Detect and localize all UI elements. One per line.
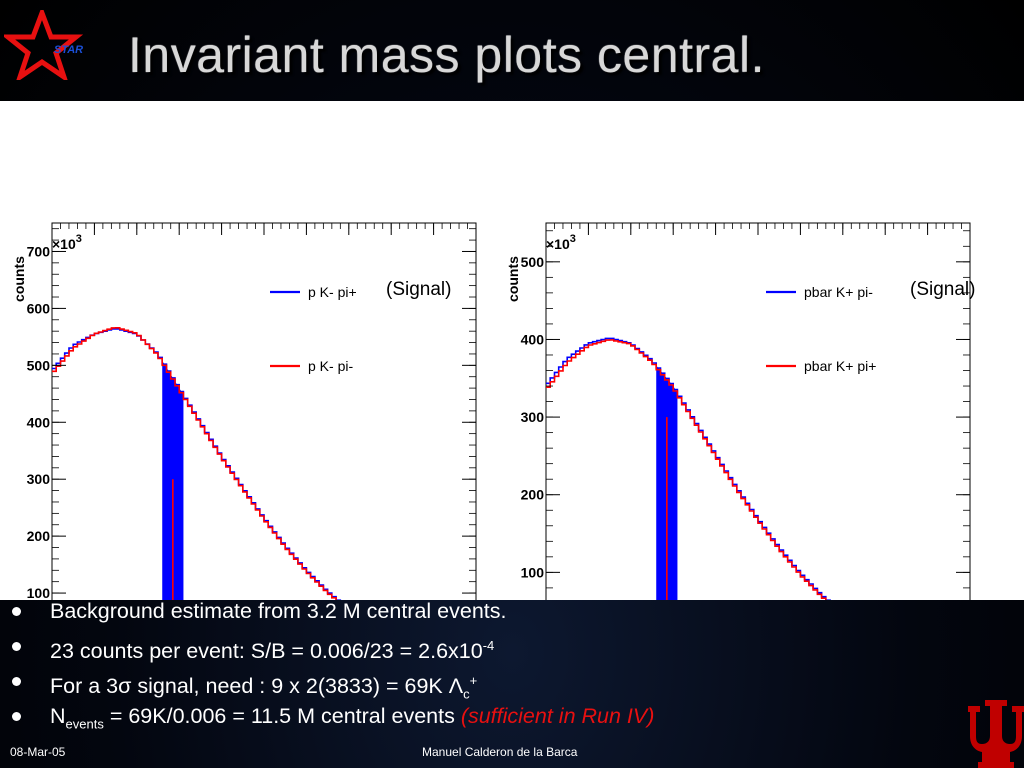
bullet-item: 23 counts per event: S/B = 0.006/23 = 2.… <box>12 631 1012 666</box>
legend-label: p K- pi- <box>308 358 353 374</box>
legend-label: pbar K+ pi+ <box>804 358 876 374</box>
bullet-text: Background estimate from 3.2 M central e… <box>50 596 507 626</box>
bullet-dot-icon <box>12 607 21 616</box>
series-line-blue <box>52 328 342 600</box>
y-tick-label: 300 <box>27 471 51 487</box>
bullet-text-part: For a 3 <box>50 674 119 699</box>
signal-annotation: (Signal) <box>910 279 975 300</box>
bullet-item: For a 3σ signal, need : 9 x 2(3833) = 69… <box>12 666 1012 701</box>
y-multiplier-exponent: 3 <box>76 233 82 245</box>
y-tick-label: 500 <box>521 254 545 270</box>
slide-title: Invariant mass plots central. <box>128 27 765 83</box>
footer-date: 08-Mar-05 <box>10 745 66 759</box>
bullet-text: Nevents = 69K/0.006 = 11.5 M central eve… <box>50 701 654 739</box>
bullet-text-part: events <box>65 716 104 732</box>
y-tick-label: 200 <box>521 487 545 503</box>
y-tick-label: 400 <box>27 414 51 430</box>
y-multiplier-base: ×10 <box>52 236 76 252</box>
bullet-text-part: N <box>50 704 66 728</box>
bullet-text-part: signal, need : 9 x 2(3833) = 69K <box>131 674 449 699</box>
star-logo-text: STAR <box>54 44 83 56</box>
y-tick-label: 500 <box>27 357 51 373</box>
y-tick-label: 300 <box>521 409 545 425</box>
plot-frame <box>545 222 971 600</box>
series-line-blue <box>546 337 831 600</box>
bullet-text-part: + <box>469 673 478 688</box>
bullet-text-part: 23 counts per event: S/B = 0.006/23 = 2.… <box>50 639 483 664</box>
y-axis-label: counts <box>11 256 27 302</box>
footer-author: Manuel Calderon de la Barca <box>422 745 578 759</box>
bullet-dot-icon <box>12 642 21 651</box>
y-tick-label: 600 <box>27 300 51 316</box>
legend-label: p K- pi+ <box>308 284 357 300</box>
chart-left: 22.12.22.32.42.52.62.72.82.9310020030040… <box>11 222 477 600</box>
y-multiplier-label: ×103 <box>52 233 82 252</box>
y-tick-label: 400 <box>521 331 545 347</box>
bullet-text-part: σ <box>118 674 132 699</box>
iu-logo <box>968 700 1024 768</box>
series-line-red <box>546 339 827 600</box>
bullet-text: 23 counts per event: S/B = 0.006/23 = 2.… <box>50 631 494 666</box>
plots-panel: 22.12.22.32.42.52.62.72.82.9310020030040… <box>0 101 1024 600</box>
chart-right: 22.12.22.32.42.52.62.72.82.9310020030040… <box>505 222 975 600</box>
bullet-text-part: (sufficient in Run IV) <box>460 704 655 728</box>
y-tick-label: 700 <box>27 243 51 259</box>
iu-trident-icon <box>968 700 1024 768</box>
bullet-dot-icon <box>12 712 21 721</box>
y-multiplier-exponent: 3 <box>570 233 576 245</box>
bullet-text-part: = 69K/0.006 = 11.5 M central events <box>103 704 461 728</box>
bullet-text: For a 3σ signal, need : 9 x 2(3833) = 69… <box>50 666 477 709</box>
y-tick-label: 200 <box>27 528 51 544</box>
bullet-text-part: -4 <box>482 638 495 653</box>
star-logo: STAR <box>4 10 84 80</box>
y-tick-label: 100 <box>27 585 51 600</box>
bullet-list: Background estimate from 3.2 M central e… <box>12 596 1012 736</box>
y-tick-label: 100 <box>521 564 545 580</box>
bullet-item: Background estimate from 3.2 M central e… <box>12 596 1012 631</box>
bullet-item: Nevents = 69K/0.006 = 11.5 M central eve… <box>12 701 1012 736</box>
y-axis-label: counts <box>505 256 521 302</box>
legend-label: pbar K+ pi- <box>804 284 873 300</box>
bullet-text-part: c <box>463 686 470 702</box>
bullet-dot-icon <box>12 677 21 686</box>
star-icon <box>4 10 84 80</box>
y-multiplier-label: ×103 <box>546 233 576 252</box>
series-line-red <box>52 327 337 600</box>
signal-annotation: (Signal) <box>386 279 451 300</box>
bullet-text-part: Λ <box>448 674 464 699</box>
bullet-text-part: Background estimate from 3.2 M central e… <box>50 599 507 623</box>
y-multiplier-base: ×10 <box>546 236 570 252</box>
